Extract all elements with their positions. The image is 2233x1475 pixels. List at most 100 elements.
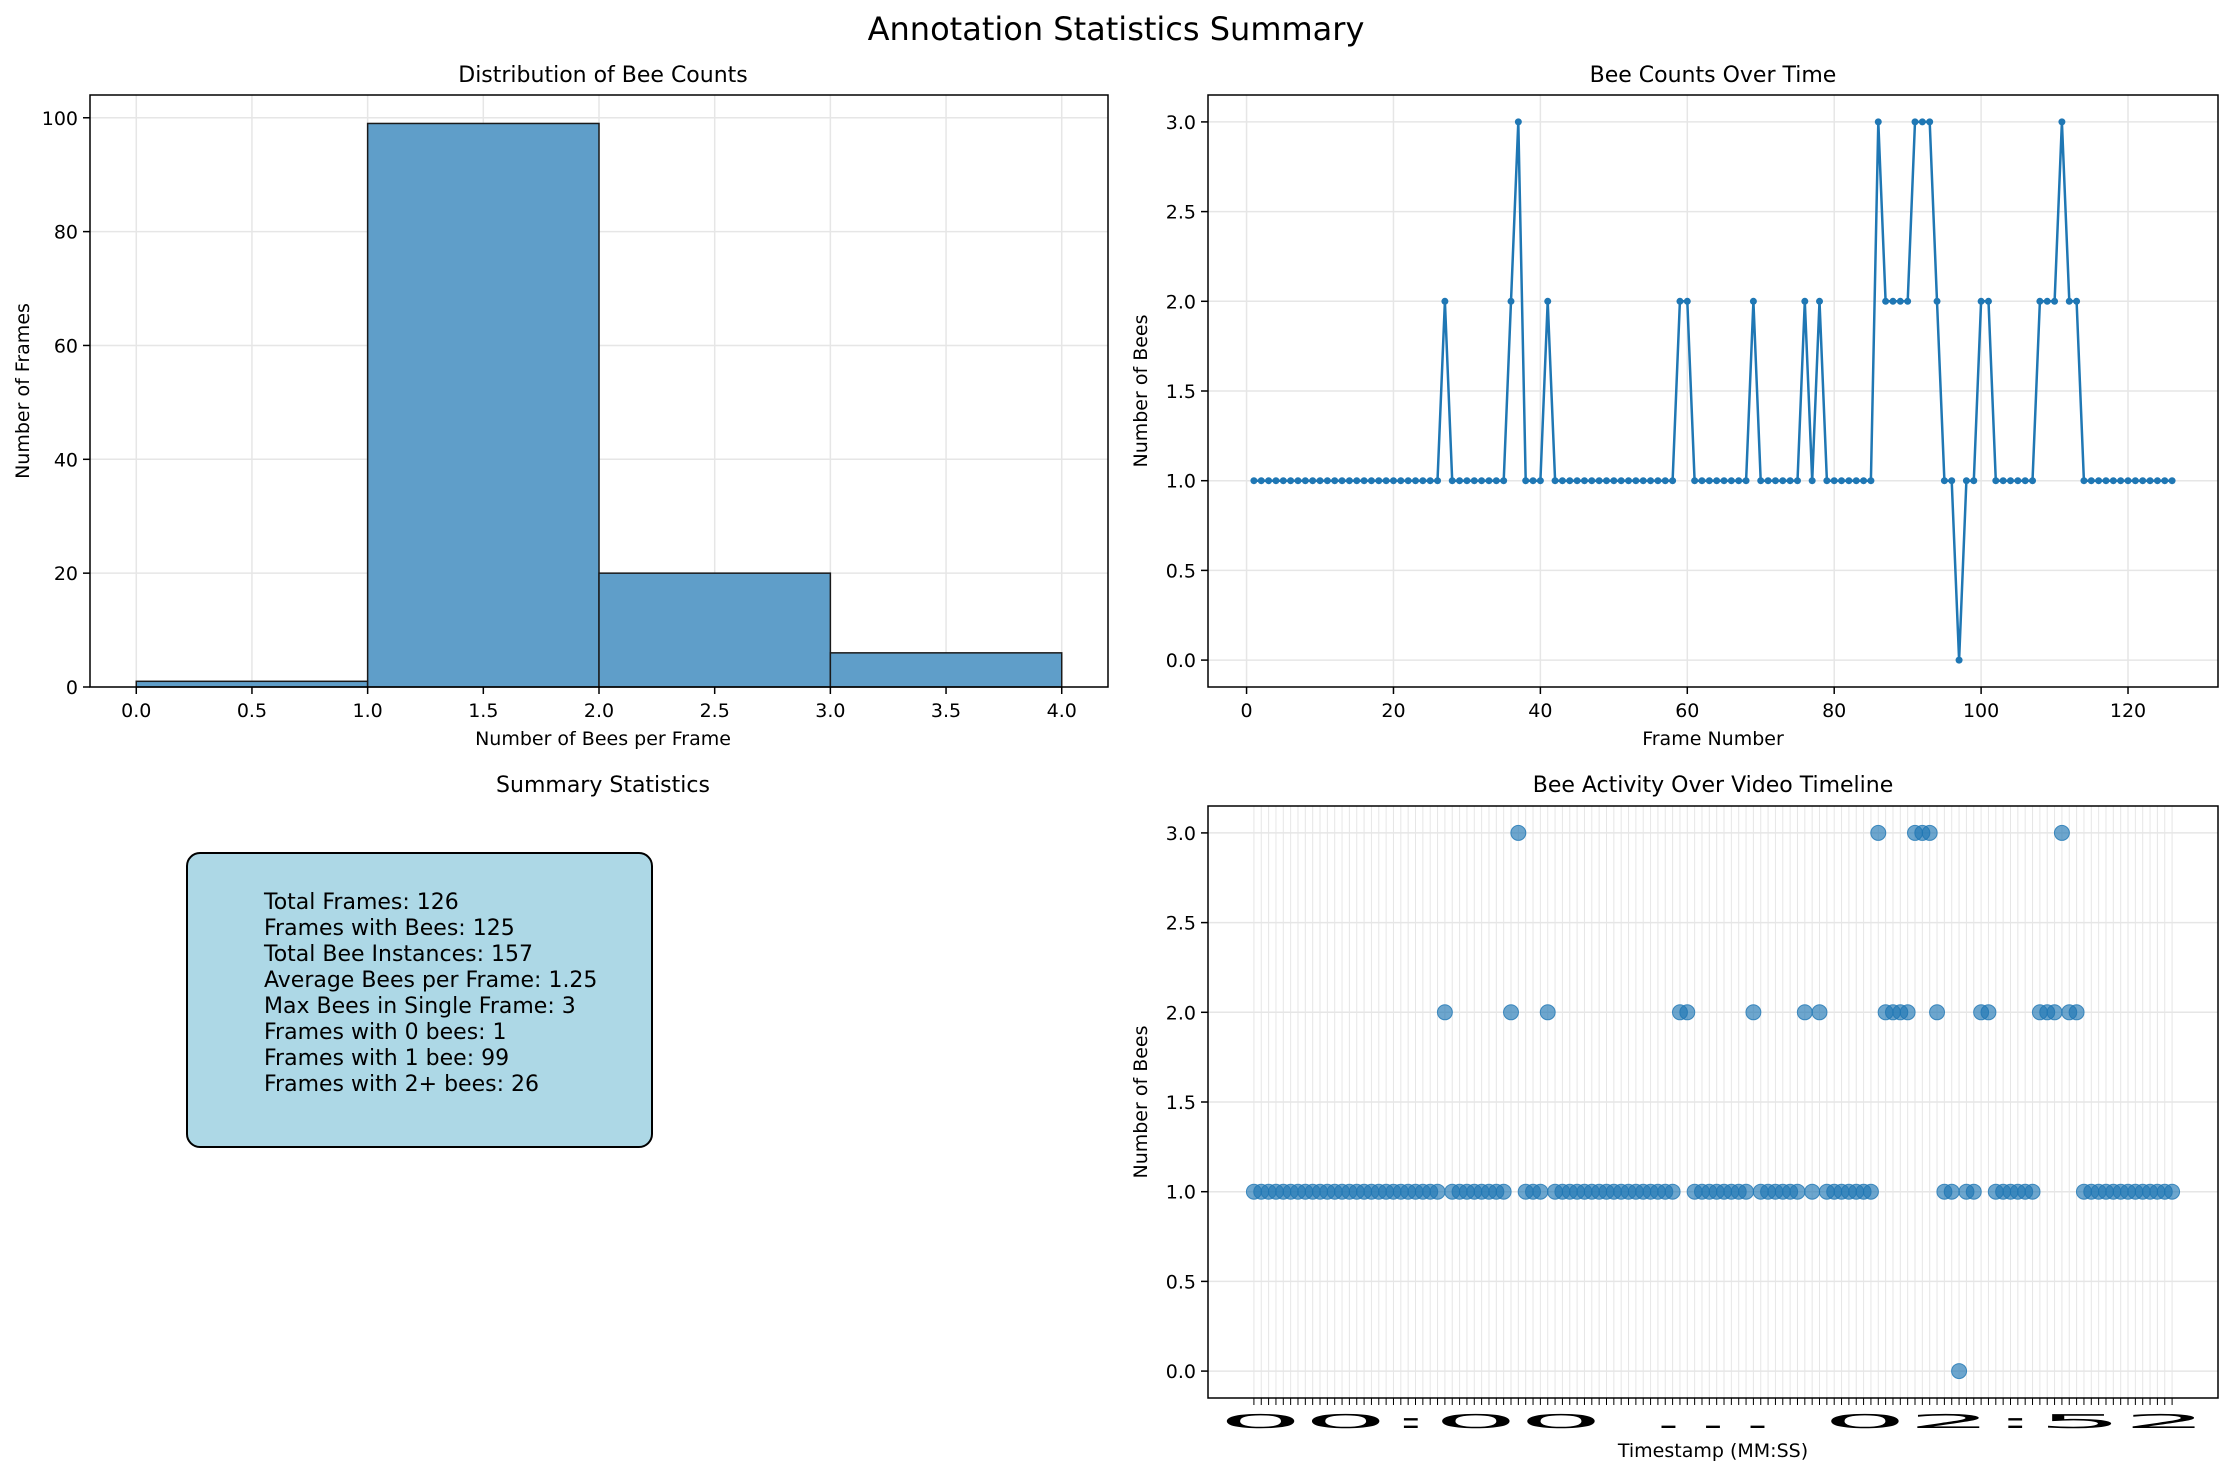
scatter-point xyxy=(1870,824,1887,841)
line-point xyxy=(1294,477,1302,485)
histogram-y-tick-label: 20 xyxy=(54,563,78,585)
line-point xyxy=(1485,477,1493,485)
line-point xyxy=(1397,477,1405,485)
histogram-y-label: Number of Frames xyxy=(12,303,34,479)
scatter-point xyxy=(2053,824,2070,841)
line-point xyxy=(1558,477,1566,485)
line-point xyxy=(1507,297,1515,305)
line-y-tick-label: 1.0 xyxy=(1166,471,1196,493)
line-y-tick-label: 0.5 xyxy=(1166,560,1196,582)
line-point xyxy=(1918,118,1926,126)
scatter-point xyxy=(1929,1004,1946,1021)
line-point xyxy=(1823,477,1831,485)
scatter-point xyxy=(1495,1183,1512,1200)
line-point xyxy=(1492,477,1500,485)
scatter-y-tick-label: 2.5 xyxy=(1166,913,1196,935)
scatter-point xyxy=(1811,1004,1828,1021)
line-point xyxy=(1426,477,1434,485)
line-point xyxy=(1419,477,1427,485)
scatter-point xyxy=(1503,1004,1519,1021)
line-point xyxy=(1676,297,1684,305)
histogram-x-tick-label: 3.5 xyxy=(931,700,961,722)
line-point xyxy=(1999,477,2007,485)
scatter-point xyxy=(1796,1004,1813,1021)
line-point xyxy=(1375,477,1383,485)
histogram-bar xyxy=(135,680,369,688)
line-point xyxy=(1793,477,1801,485)
scatter-point xyxy=(1532,1183,1549,1200)
line-point xyxy=(1735,477,1743,485)
line-point xyxy=(2124,477,2132,485)
line-point xyxy=(1661,477,1669,485)
histogram-x-ticks: 0.0 0.5 1.0 1.5 2.0 2.5 3.0 3.5 4.0 xyxy=(121,687,1077,722)
line-point xyxy=(1691,477,1699,485)
line-point xyxy=(1257,477,1265,485)
line-point xyxy=(1992,477,2000,485)
line-point xyxy=(1940,477,1948,485)
scatter-y-tick-label: 0.0 xyxy=(1166,1361,1196,1383)
line-point xyxy=(1595,477,1603,485)
line-point xyxy=(1632,477,1640,485)
line-y-tick-label: 1.5 xyxy=(1166,381,1196,403)
line-y-tick-label: 3.0 xyxy=(1166,112,1196,134)
scatter-point xyxy=(1980,1004,1997,1021)
scatter-point xyxy=(1899,1004,1916,1021)
line-point xyxy=(2051,297,2059,305)
line-point xyxy=(2146,477,2154,485)
scatter-title: Bee Activity Over Video Timeline xyxy=(1533,773,1894,798)
line-point xyxy=(1514,118,1522,126)
line-point xyxy=(1838,477,1846,485)
histogram-y-tick-label: 40 xyxy=(54,449,78,471)
scatter-y-tick-label: 1.0 xyxy=(1166,1182,1196,1204)
line-point xyxy=(1654,477,1662,485)
scatter-point xyxy=(1951,1363,1968,1380)
line-point xyxy=(1580,477,1588,485)
scatter-point xyxy=(1943,1183,1960,1200)
line-point xyxy=(1926,118,1934,126)
line-y-tick-label: 0.0 xyxy=(1166,650,1196,672)
histogram-x-tick-label: 0.0 xyxy=(121,700,151,722)
line-point xyxy=(2139,477,2147,485)
line-point xyxy=(1904,297,1912,305)
scatter-point xyxy=(2024,1183,2041,1200)
line-point xyxy=(1573,477,1581,485)
line-point xyxy=(2006,477,2014,485)
line-point xyxy=(1441,297,1449,305)
histogram-x-label: Number of Bees per Frame xyxy=(475,728,731,750)
line-point xyxy=(1830,477,1838,485)
line-point xyxy=(1588,477,1596,485)
histogram-x-tick-label: 4.0 xyxy=(1047,700,1077,722)
line-x-tick-label: 40 xyxy=(1528,700,1552,722)
line-point xyxy=(1500,477,1508,485)
line-point xyxy=(1962,477,1970,485)
line-point xyxy=(2058,118,2066,126)
line-grid xyxy=(1208,95,2218,687)
scatter-x-tick-labels: 00:00 … 02:52 xyxy=(1218,1411,2208,1433)
line-x-ticks: 0 20 40 60 80 100 120 xyxy=(1241,687,2146,722)
summary-stat-line: Total Bee Instances: 157 xyxy=(264,942,533,967)
line-point xyxy=(1338,477,1346,485)
line-point xyxy=(1955,656,1963,664)
line-point xyxy=(1757,477,1765,485)
line-point xyxy=(1720,477,1728,485)
line-point xyxy=(1287,477,1295,485)
histogram-x-tick-label: 3.0 xyxy=(815,700,845,722)
scatter-point xyxy=(2068,1004,2085,1021)
histogram-title: Distribution of Bee Counts xyxy=(458,63,748,88)
line-point xyxy=(2043,297,2051,305)
line-y-ticks: 0.0 0.5 1.0 1.5 2.0 2.5 3.0 xyxy=(1166,112,1208,672)
histogram-x-tick-label: 2.0 xyxy=(584,700,614,722)
line-point xyxy=(1948,477,1956,485)
line-point xyxy=(2168,477,2176,485)
histogram-bar xyxy=(598,572,832,688)
summary-stat-line: Total Frames: 126 xyxy=(264,890,459,915)
summary-stats-box: Total Frames: 126 Frames with Bees: 125 To… xyxy=(186,852,653,1148)
line-point xyxy=(1434,477,1442,485)
line-point xyxy=(1933,297,1941,305)
histogram-x-tick-label: 0.5 xyxy=(237,700,267,722)
line-point xyxy=(1889,297,1897,305)
line-point xyxy=(1279,477,1287,485)
scatter-point xyxy=(1789,1183,1806,1200)
line-point xyxy=(1382,477,1390,485)
